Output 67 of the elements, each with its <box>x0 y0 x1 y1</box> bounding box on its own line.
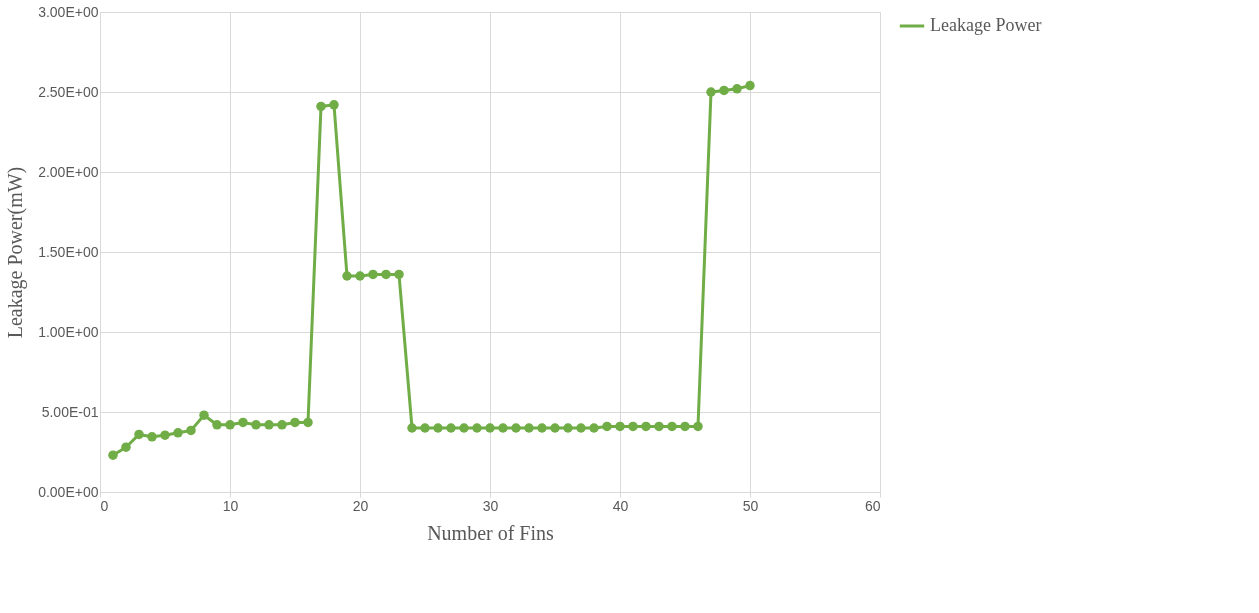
point <box>589 423 599 433</box>
x-tick-label: 40 <box>612 497 629 514</box>
x-tick-label: 50 <box>742 497 759 514</box>
point <box>602 421 612 432</box>
point <box>394 269 404 280</box>
x-axis-title: Number of Fins <box>427 521 555 544</box>
point <box>524 423 534 433</box>
point <box>251 420 261 430</box>
point <box>407 423 417 433</box>
x-tick-label: 0 <box>100 497 109 514</box>
point <box>238 417 248 428</box>
y-tick-label: 3.00E+00 <box>38 3 99 20</box>
point <box>498 423 508 433</box>
point <box>108 450 118 460</box>
point <box>225 420 235 430</box>
point <box>147 432 157 442</box>
y-tick-label: 5.00E-01 <box>41 403 99 420</box>
point <box>355 271 365 281</box>
point <box>186 425 196 436</box>
point <box>576 423 586 433</box>
y-tick-label: 2.50E+00 <box>38 83 99 100</box>
point <box>433 423 443 433</box>
point <box>485 423 495 433</box>
point <box>550 423 560 433</box>
point <box>537 423 547 433</box>
point <box>446 423 456 433</box>
point <box>264 420 274 430</box>
point <box>654 421 664 432</box>
point <box>381 269 391 280</box>
x-tick-label: 30 <box>482 497 499 514</box>
point <box>693 421 703 432</box>
point <box>563 423 573 433</box>
point <box>472 423 482 433</box>
point <box>303 417 313 428</box>
point <box>680 421 690 432</box>
point <box>173 428 183 438</box>
point <box>641 421 651 432</box>
y-tick-label: 0.00E+00 <box>38 483 99 500</box>
x-tick-label: 20 <box>352 497 369 514</box>
point <box>212 420 222 430</box>
point <box>134 429 144 440</box>
point <box>745 80 755 91</box>
y-tick-label: 1.50E+00 <box>38 243 99 260</box>
point <box>719 85 729 96</box>
point <box>615 421 625 432</box>
point <box>368 269 378 280</box>
point <box>277 420 287 430</box>
x-tick-label: 10 <box>222 497 239 514</box>
y-tick-label: 2.00E+00 <box>38 163 99 180</box>
y-axis-title: Leakage Power(mW) <box>4 166 28 339</box>
point <box>628 421 638 432</box>
point <box>706 87 716 97</box>
point <box>199 410 209 420</box>
point <box>667 421 677 432</box>
point <box>160 430 170 440</box>
point <box>329 100 339 110</box>
point <box>121 442 131 452</box>
point <box>732 84 742 94</box>
y-tick-label: 1.00E+00 <box>38 323 99 340</box>
legend-label: Leakage Power <box>930 15 1042 35</box>
x-tick-label: 60 <box>864 497 881 514</box>
point <box>511 423 521 433</box>
point <box>316 101 326 112</box>
point <box>342 271 352 281</box>
point <box>420 423 430 433</box>
point <box>290 417 300 428</box>
point <box>459 423 469 433</box>
